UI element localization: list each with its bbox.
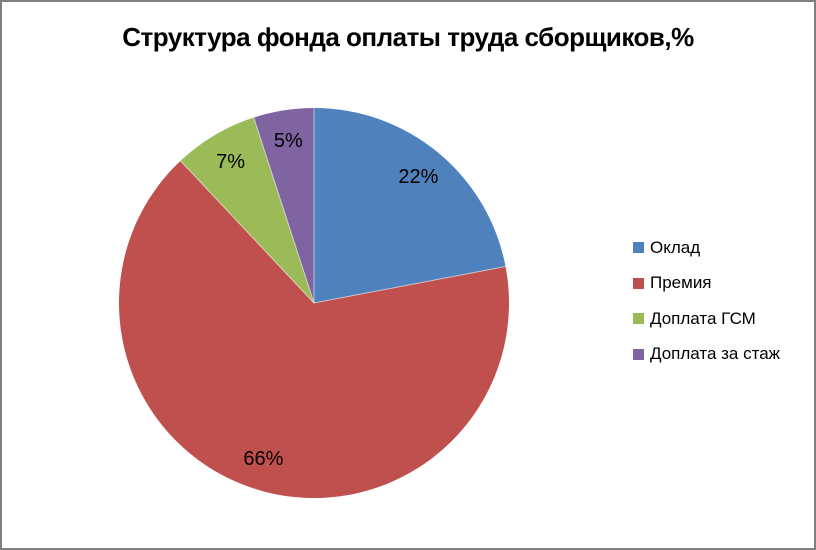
data-label-3: 7% — [216, 151, 245, 173]
legend-label-4: Доплата за стаж — [650, 344, 781, 364]
pie-slice-3 — [180, 117, 314, 303]
pie-slice-2 — [119, 160, 509, 499]
legend-swatch-2 — [633, 277, 644, 289]
legend-item-4: Доплата за стаж — [633, 337, 780, 373]
legend-label-1: Оклад — [650, 237, 701, 257]
pie-slice-1 — [314, 108, 506, 303]
legend-item-1: Оклад — [633, 230, 780, 266]
slice-divider — [180, 160, 315, 304]
slice-divider — [313, 265, 506, 304]
legend-label-3: Доплата ГСМ — [650, 308, 756, 328]
chart-title: Структура фонда оплаты труда сборщиков,% — [122, 22, 694, 52]
legend-swatch-1 — [633, 242, 644, 254]
legend-swatch-4 — [633, 348, 644, 360]
data-label-2: 66% — [243, 448, 283, 470]
legend-item-3: Доплата ГСМ — [633, 301, 780, 337]
legend-swatch-3 — [633, 313, 644, 325]
pie-slice-4 — [253, 108, 314, 303]
slice-divider — [253, 117, 315, 304]
legend-item-2: Премия — [633, 266, 780, 302]
data-label-1: 22% — [398, 166, 438, 188]
data-label-4: 5% — [274, 130, 303, 152]
legend-label-2: Премия — [650, 273, 712, 293]
legend: Оклад Премия Доплата ГСМ Доплата за стаж — [633, 230, 780, 372]
